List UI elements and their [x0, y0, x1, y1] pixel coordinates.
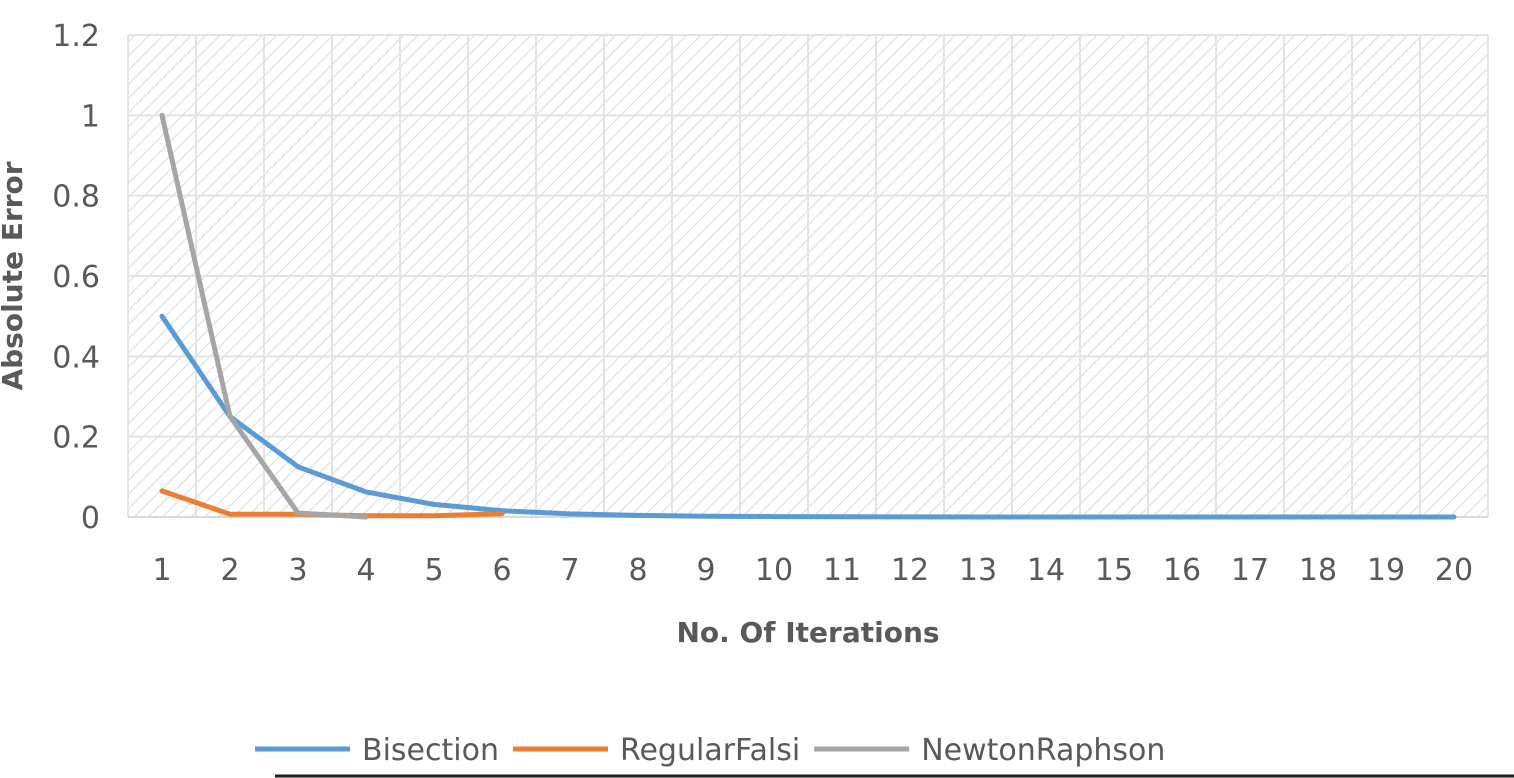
x-tick-label: 16 [1163, 553, 1201, 588]
x-tick-label: 15 [1095, 553, 1133, 588]
x-tick-label: 6 [492, 553, 511, 588]
x-tick-label: 14 [1027, 553, 1065, 588]
x-tick-label: 5 [424, 553, 443, 588]
y-tick-label: 1 [81, 99, 100, 134]
x-tick-label: 13 [959, 553, 997, 588]
x-tick-label: 2 [220, 553, 239, 588]
legend-label: NewtonRaphson [921, 733, 1165, 768]
legend-label: Bisection [362, 733, 499, 768]
y-axis-tick-labels: 0 0.2 0.4 0.6 0.8 1 1.2 [52, 19, 100, 536]
y-tick-label: 0 [81, 501, 100, 536]
x-axis-title: No. Of Iterations [676, 616, 939, 649]
x-axis-tick-labels: 1 2 3 4 5 6 7 8 9 10 11 12 13 14 15 16 17 18 19 20 [152, 553, 1473, 588]
x-tick-label: 7 [560, 553, 579, 588]
x-tick-label: 4 [356, 553, 375, 588]
y-tick-label: 0.4 [52, 340, 100, 375]
y-axis-title: Absolute Error [0, 161, 29, 390]
x-tick-label: 12 [891, 553, 929, 588]
y-tick-label: 1.2 [52, 19, 100, 54]
series-lines [159, 112, 1457, 520]
y-tick-label: 0.2 [52, 421, 100, 456]
x-tick-label: 10 [755, 553, 793, 588]
x-tick-label: 20 [1435, 553, 1473, 588]
x-tick-label: 11 [823, 553, 861, 588]
x-tick-label: 17 [1231, 553, 1269, 588]
x-tick-label: 9 [696, 553, 715, 588]
x-tick-label: 19 [1367, 553, 1405, 588]
x-tick-label: 1 [152, 553, 171, 588]
x-tick-label: 18 [1299, 553, 1337, 588]
legend-label: RegularFalsi [620, 733, 800, 768]
series-line-newtonraphson [159, 112, 369, 520]
series-line-bisection [159, 313, 1457, 520]
x-tick-label: 3 [288, 553, 307, 588]
x-tick-label: 8 [628, 553, 647, 588]
y-tick-label: 0.8 [52, 180, 100, 215]
y-tick-label: 0.6 [52, 260, 100, 295]
legend: Bisection RegularFalsi NewtonRaphson [255, 733, 1165, 768]
